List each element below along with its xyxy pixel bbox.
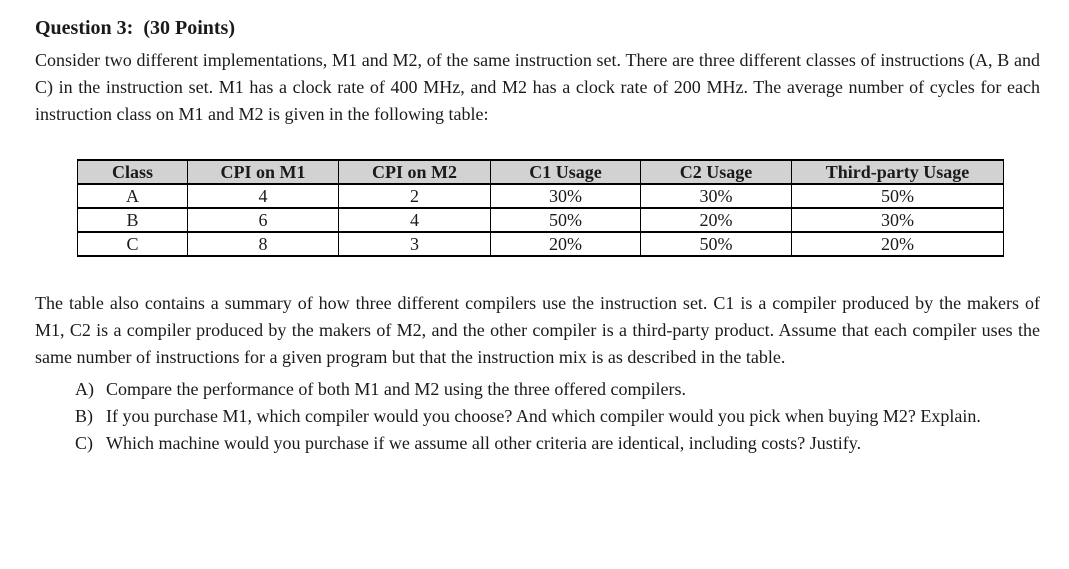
table-cell: 30% xyxy=(791,207,1004,233)
list-item-text: Compare the performance of both M1 and M… xyxy=(106,379,686,399)
table-cell: 30% xyxy=(640,183,792,209)
intro-paragraph: Consider two different implementations, … xyxy=(35,50,1040,124)
cpi-usage-table: Class CPI on M1 CPI on M2 C1 Usage C2 Us… xyxy=(77,159,1004,257)
header-cpi-m2: CPI on M2 xyxy=(338,159,491,185)
table-cell: 50% xyxy=(791,183,1004,209)
list-item-label: B) xyxy=(75,406,93,426)
table-cell: 4 xyxy=(187,183,339,209)
table-header-row: Class CPI on M1 CPI on M2 C1 Usage C2 Us… xyxy=(77,159,1004,185)
table-cell: B xyxy=(77,207,188,233)
list-item-label: C) xyxy=(75,433,93,453)
table-cell: 2 xyxy=(338,183,491,209)
list-item-text: If you purchase M1, which compiler would… xyxy=(106,406,981,426)
header-cpi-m1: CPI on M1 xyxy=(187,159,339,185)
table-cell: 20% xyxy=(640,207,792,233)
list-item-a: A) Compare the performance of both M1 an… xyxy=(35,376,1040,403)
table-cell: 6 xyxy=(187,207,339,233)
question-title: Question 3: (30 Points) xyxy=(35,17,235,39)
table-row: C 8 3 20% 50% 20% xyxy=(77,231,1004,257)
table-cell: A xyxy=(77,183,188,209)
table-cell: 20% xyxy=(791,231,1004,257)
table-cell: C xyxy=(77,231,188,257)
header-c2-usage: C2 Usage xyxy=(640,159,792,185)
table-cell: 50% xyxy=(640,231,792,257)
header-c1-usage: C1 Usage xyxy=(490,159,641,185)
list-item-c: C) Which machine would you purchase if w… xyxy=(35,430,1040,457)
header-class: Class xyxy=(77,159,188,185)
table-row: A 4 2 30% 30% 50% xyxy=(77,183,1004,209)
table-cell: 20% xyxy=(490,231,641,257)
list-item-text: Which machine would you purchase if we a… xyxy=(106,433,862,453)
list-item-label: A) xyxy=(75,379,94,399)
table-cell: 50% xyxy=(490,207,641,233)
table-cell: 4 xyxy=(338,207,491,233)
table-cell: 30% xyxy=(490,183,641,209)
question-list: A) Compare the performance of both M1 an… xyxy=(35,376,1040,457)
table-row: B 6 4 50% 20% 30% xyxy=(77,207,1004,233)
body-paragraph: The table also contains a summary of how… xyxy=(35,293,1040,367)
header-third-party-usage: Third-party Usage xyxy=(791,159,1004,185)
table-cell: 8 xyxy=(187,231,339,257)
list-item-b: B) If you purchase M1, which compiler wo… xyxy=(35,403,1040,430)
table-cell: 3 xyxy=(338,231,491,257)
